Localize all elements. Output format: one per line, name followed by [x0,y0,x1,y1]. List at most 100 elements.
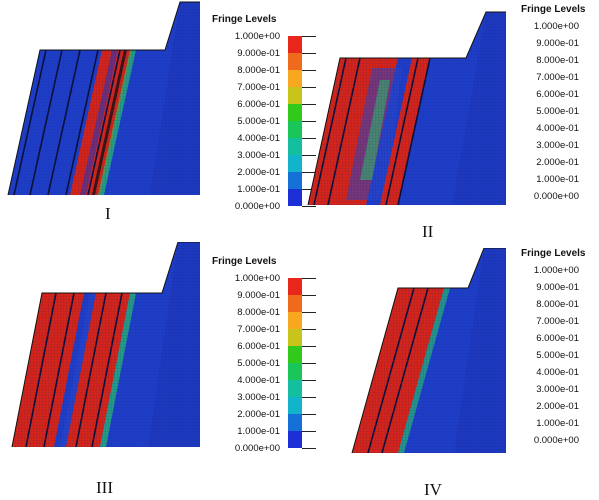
level-label: 1.000e-01 [536,174,579,185]
level-label: 2.000e-01 [237,409,280,420]
level-label: 9.000e-01 [536,38,579,49]
level-label: 1.000e-01 [536,418,579,429]
scale-segment [288,380,302,397]
scale-segment [288,329,302,346]
scale-segment [288,414,302,431]
level-label: 4.000e-01 [536,367,579,378]
scale-segment [288,363,302,380]
level-label: 9.000e-01 [536,282,579,293]
level-label: 2.000e-01 [536,401,579,412]
legend-title: Fringe Levels [212,14,277,25]
legend-title: Fringe Levels [212,256,277,267]
level-label: 5.000e-01 [237,358,280,369]
level-label: 1.000e-01 [237,426,280,437]
contour-plot-I [7,1,200,196]
scale-tick [302,414,316,415]
level-label: 3.000e-01 [536,384,579,395]
scale-tick [302,363,316,364]
scale-segment [288,121,302,138]
scale-tick [302,397,316,398]
scale-segment [288,278,302,295]
color-scale [288,36,316,207]
scale-tick [302,87,316,88]
panel-label: I [105,204,111,223]
level-label: 7.000e-01 [237,324,280,335]
level-label: 4.000e-01 [536,123,579,134]
level-label: 9.000e-01 [237,290,280,301]
panel-label: III [96,478,113,497]
scale-segment [288,104,302,121]
scale-tick [302,155,316,156]
scale-tick [302,104,316,105]
level-label: 9.000e-01 [237,48,280,59]
level-label: 0.000e+00 [234,201,280,212]
scale-segment [288,397,302,414]
scale-tick [302,138,316,139]
panel-IV: Fringe Levels 1.000e+00 9.000e-01 8.000e… [306,248,596,499]
scale-segment [288,295,302,312]
level-label: 5.000e-01 [536,106,579,117]
scale-segment [288,138,302,155]
scale-tick [302,431,316,432]
level-label: 1.000e+00 [533,21,579,32]
scale-tick [302,312,316,313]
level-label: 8.000e-01 [536,55,579,66]
level-label: 8.000e-01 [237,65,280,76]
scale-segment [288,312,302,329]
panel-III: Fringe Levels 1.000e+00 9.000e-01 8.000e… [0,242,316,497]
level-label: 4.000e-01 [237,375,280,386]
panel-label: II [422,222,434,241]
scale-tick [302,189,316,190]
scale-segment [288,431,302,448]
scale-tick [302,206,316,207]
scale-segment [288,87,302,104]
scale-segment [288,172,302,189]
level-label: 6.000e-01 [536,89,579,100]
contour-plot-IV [351,248,506,453]
scale-segment [288,36,302,53]
panel-I: Fringe Levels 1.000e+00 9.000e-01 8.000e… [0,0,316,235]
scale-tick [302,70,316,71]
level-label: 3.000e-01 [237,150,280,161]
level-label: 2.000e-01 [237,167,280,178]
scale-tick [302,380,316,381]
level-label: 0.000e+00 [533,191,579,202]
level-label: 5.000e-01 [536,350,579,361]
level-label: 8.000e-01 [237,307,280,318]
level-label: 3.000e-01 [237,392,280,403]
level-label: 1.000e-01 [237,184,280,195]
level-label: 0.000e+00 [234,443,280,454]
scale-tick [302,346,316,347]
scale-segment [288,155,302,172]
level-label: 1.000e+00 [234,31,280,42]
level-label: 6.000e-01 [536,333,579,344]
level-label: 7.000e-01 [536,72,579,83]
panel-label: IV [424,480,442,499]
scale-tick [302,121,316,122]
level-label: 5.000e-01 [237,116,280,127]
legend-title: Fringe Levels [521,248,586,259]
contour-plot-II [307,11,506,205]
level-label: 6.000e-01 [237,341,280,352]
level-label: 0.000e+00 [533,435,579,446]
level-label: 7.000e-01 [237,82,280,93]
scale-segment [288,70,302,87]
scale-tick [302,172,316,173]
scale-tick [302,448,316,449]
scale-tick [302,295,316,296]
level-label: 2.000e-01 [536,157,579,168]
level-label: 4.000e-01 [237,133,280,144]
scale-segment [288,346,302,363]
scale-tick [302,53,316,54]
level-label: 3.000e-01 [536,140,579,151]
level-label: 6.000e-01 [237,99,280,110]
scale-segment [288,189,302,206]
panel-II: Fringe Levels 1.000e+00 9.000e-01 8.000e… [306,0,596,241]
scale-segment [288,53,302,70]
level-label: 1.000e+00 [234,273,280,284]
legend-title: Fringe Levels [521,4,586,15]
scale-tick [302,329,316,330]
color-scale [288,278,316,449]
level-label: 8.000e-01 [536,299,579,310]
level-label: 7.000e-01 [536,316,579,327]
